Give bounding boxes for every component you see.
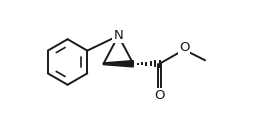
Text: N: N bbox=[113, 29, 123, 42]
Polygon shape bbox=[103, 61, 133, 67]
Text: O: O bbox=[179, 41, 189, 54]
Text: O: O bbox=[154, 89, 165, 102]
